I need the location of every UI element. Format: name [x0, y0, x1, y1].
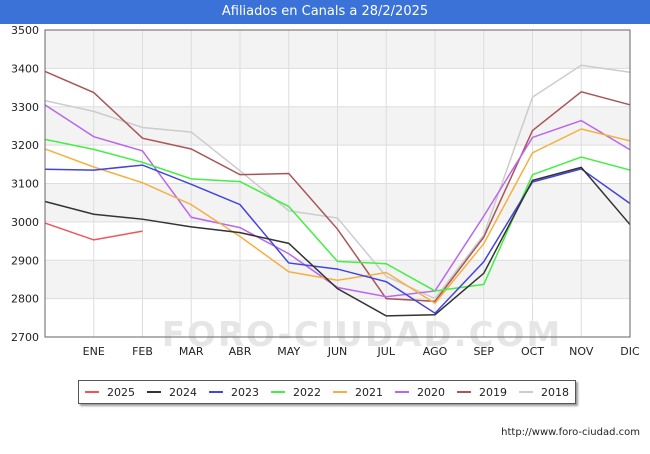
line-chart: FORO-CIUDAD.COM 2700 2800 2900 3000 3100 3200… — [11, 24, 640, 358]
x-tick-label: FEB — [132, 345, 153, 358]
plot-frame — [44, 29, 631, 338]
legend-label: 2020 — [417, 385, 445, 399]
chart-area: FORO-CIUDAD.COM 2700 2800 2900 3000 3100 3200… — [0, 24, 650, 450]
legend-label: 2018 — [541, 385, 569, 399]
legend-label: 2022 — [293, 385, 321, 399]
source-url[interactable]: http://www.foro-ciudad.com — [501, 427, 640, 438]
legend-label: 2019 — [479, 385, 507, 399]
x-tick-label: DIC — [620, 345, 640, 358]
x-tick-label: NOV — [569, 345, 594, 358]
series-line-2021 — [44, 128, 631, 305]
x-tick-label: JUL — [377, 345, 396, 358]
y-tick-label: 3000 — [11, 216, 39, 229]
series-line-2019 — [44, 70, 631, 303]
x-tick-label: MAR — [179, 345, 204, 358]
legend-swatch — [271, 391, 285, 393]
legend-item-2021: 2021 — [333, 386, 383, 399]
legend-item-2019: 2019 — [457, 386, 507, 399]
chart-title: Afiliados en Canals a 28/2/2025 — [0, 0, 650, 24]
series-line-2024 — [44, 166, 631, 317]
y-tick-label: 3200 — [11, 139, 39, 152]
legend-swatch — [209, 391, 223, 393]
legend-label: 2023 — [231, 385, 259, 399]
y-tick-label: 3300 — [11, 101, 39, 114]
legend-swatch — [85, 391, 99, 393]
y-tick-label: 2700 — [11, 331, 39, 344]
watermark: FORO-CIUDAD.COM — [162, 315, 563, 355]
y-tick-label: 3100 — [11, 178, 39, 191]
x-tick-label: MAY — [277, 345, 300, 358]
legend-swatch — [457, 391, 471, 393]
legend-label: 2024 — [169, 385, 197, 399]
series-line-2018 — [44, 64, 631, 300]
x-tick-label: AGO — [423, 345, 448, 358]
y-tick-label: 2900 — [11, 254, 39, 267]
legend: 2025 2024 2023 2022 2021 2020 2019 2018 — [78, 380, 576, 404]
y-tick-label: 3400 — [11, 62, 39, 75]
series-line-2022 — [44, 138, 631, 292]
y-tick-label: 3500 — [11, 24, 39, 37]
legend-swatch — [147, 391, 161, 393]
legend-swatch — [395, 391, 409, 393]
legend-item-2020: 2020 — [395, 386, 445, 399]
legend-item-2024: 2024 — [147, 386, 197, 399]
legend-swatch — [519, 391, 533, 393]
legend-swatch — [333, 391, 347, 393]
legend-item-2022: 2022 — [271, 386, 321, 399]
legend-item-2018: 2018 — [519, 386, 569, 399]
x-tick-label: SEP — [473, 345, 494, 358]
series-line-2025 — [44, 222, 143, 241]
series-line-2020 — [44, 104, 631, 298]
legend-item-2023: 2023 — [209, 386, 259, 399]
x-tick-label: ENE — [83, 345, 105, 358]
legend-item-2025: 2025 — [85, 386, 135, 399]
legend-label: 2025 — [107, 385, 135, 399]
legend-label: 2021 — [355, 385, 383, 399]
x-tick-label: OCT — [521, 345, 544, 358]
y-tick-label: 2800 — [11, 293, 39, 306]
x-tick-label: JUN — [327, 345, 348, 358]
x-tick-label: ABR — [229, 345, 252, 358]
